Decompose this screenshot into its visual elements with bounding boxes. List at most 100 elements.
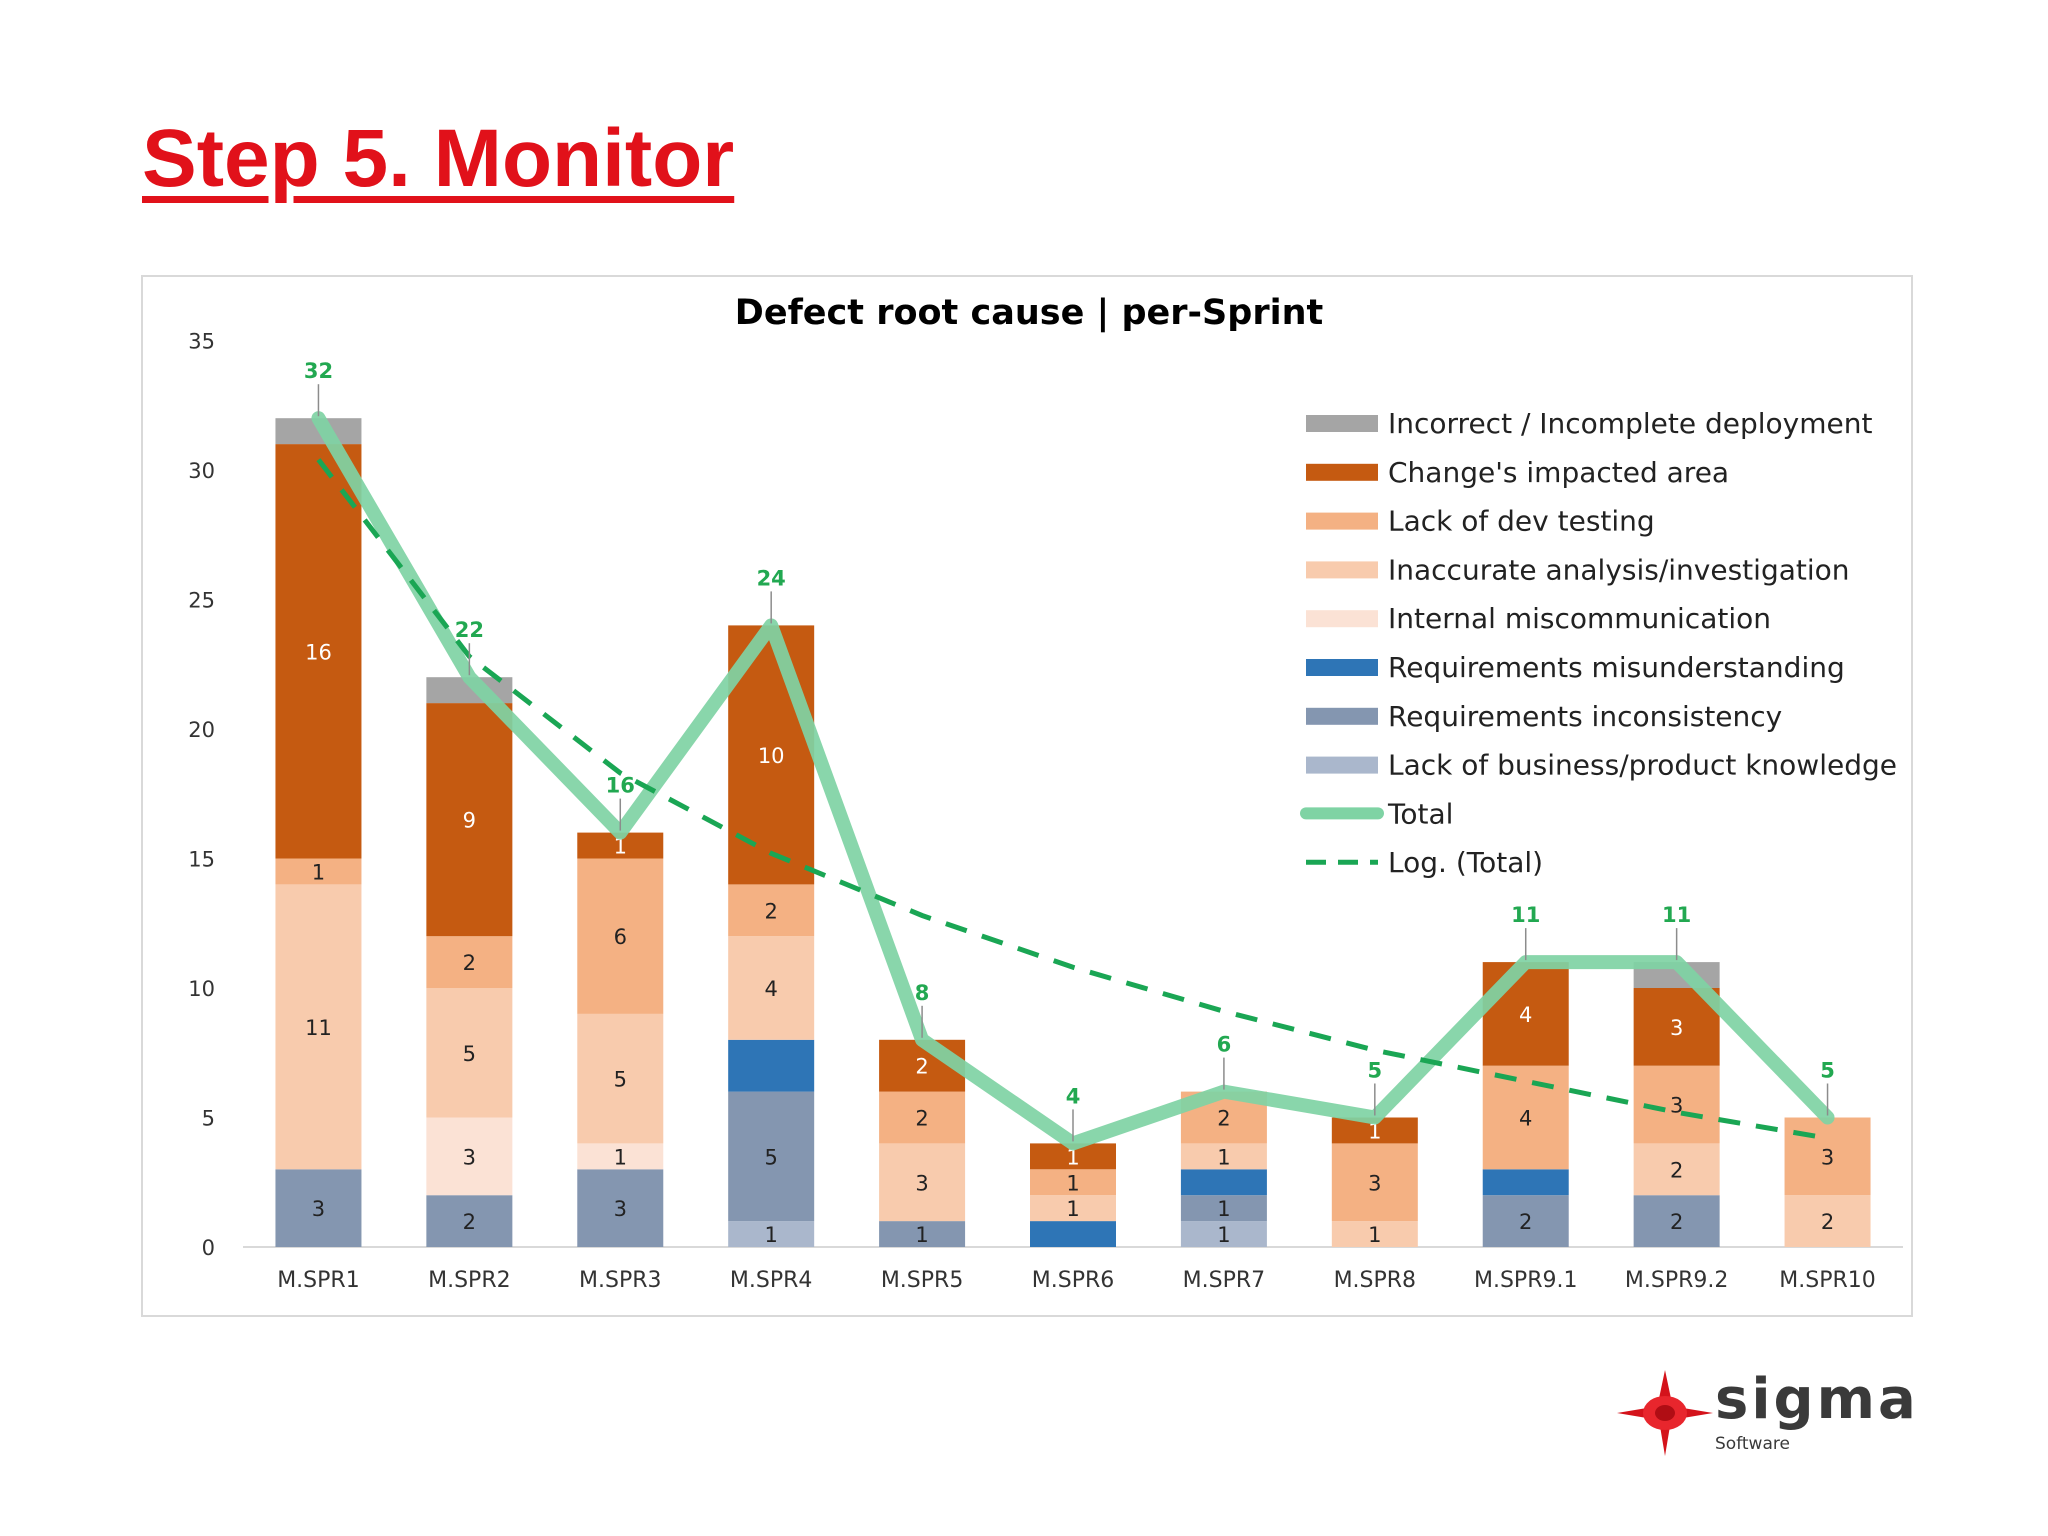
legend-label: Requirements inconsistency [1388,700,1782,733]
legend-label: Lack of dev testing [1388,505,1655,538]
bar-segment [1482,1195,1569,1247]
bar-segment [1482,962,1569,1066]
bar-segment-label: 10 [758,744,785,768]
total-value-label: 24 [757,566,786,590]
bar-segment-label: 1 [915,1223,928,1247]
bar-segment [426,1195,513,1247]
bar-segment-label: 1 [1217,1223,1230,1247]
y-tick-label: 15 [188,848,215,872]
bar-segment-label: 3 [463,1145,476,1169]
bar-segment-label: 1 [1217,1145,1230,1169]
bar-segment-label: 3 [1821,1145,1834,1169]
bar-segment-label: 1 [1368,1223,1381,1247]
legend-label: Log. (Total) [1388,846,1543,879]
total-value-label: 6 [1217,1033,1232,1057]
bar-segment-label: 5 [614,1068,627,1092]
x-tick-label: M.SPR6 [1032,1268,1115,1293]
y-tick-label: 20 [188,718,215,742]
x-tick-label: M.SPR7 [1183,1268,1266,1293]
bar-segment-label: 2 [1821,1210,1834,1234]
bar-segment-label: 3 [1670,1094,1683,1118]
bar-segment-label: 2 [463,951,476,975]
bar-segment [728,1091,815,1222]
total-value-label: 16 [606,774,635,798]
legend-swatch [1306,463,1378,481]
bar-segment [577,1013,664,1144]
bar-segment [728,1221,815,1247]
slide-title: Step 5. Monitor [142,113,735,204]
bar-segment-label: 9 [463,809,476,833]
bar-segment-label: 1 [614,1145,627,1169]
x-tick-label: M.SPR9.2 [1625,1268,1728,1293]
x-tick-label: M.SPR5 [881,1268,964,1293]
total-value-label: 11 [1511,903,1540,927]
bar-segment-label: 2 [1670,1158,1683,1182]
x-tick-label: M.SPR2 [428,1268,511,1293]
total-value-label: 8 [915,981,930,1005]
bar-segment [1180,1221,1267,1247]
logo-subtitle: Software [1715,1434,1790,1454]
bar-segment-label: 2 [1519,1210,1532,1234]
bar-segment-label: 3 [614,1197,627,1221]
total-value-label: 4 [1066,1084,1081,1108]
x-tick-label: M.SPR9.1 [1474,1268,1577,1293]
x-tick-label: M.SPR3 [579,1268,662,1293]
y-tick-label: 25 [188,589,215,613]
x-tick-label: M.SPR10 [1779,1268,1876,1293]
bar-segment-label: 3 [1670,1016,1683,1040]
bar-segment-label: 1 [1066,1145,1079,1169]
x-tick-label: M.SPR1 [277,1268,360,1293]
total-value-label: 5 [1368,1059,1383,1083]
logo-wordmark: sigma [1715,1367,1919,1432]
bar-segment-label: 1 [614,835,627,859]
bar-segment [1331,1143,1418,1222]
legend-swatch [1306,659,1378,676]
bar-segment [577,1143,664,1170]
legend-swatch [1306,610,1378,628]
bar-segment [728,936,815,1040]
bar-segment [1331,1221,1418,1247]
legend-label: Incorrect / Incomplete deployment [1388,407,1872,440]
bar-segment-label: 1 [1368,1119,1381,1143]
bar-segment [577,1169,664,1247]
bar-segment [275,884,362,1170]
bar-segment-label: 6 [614,925,627,949]
bar-segment-label: 3 [915,1171,928,1195]
bar-segment-label: 3 [312,1197,325,1221]
bar-segment-label: 2 [915,1055,928,1079]
bar-segment [1180,1169,1267,1196]
legend-swatch [1306,561,1378,579]
bar-segment [1482,1169,1569,1196]
legend-swatch [1306,512,1378,530]
bar-segment-label: 2 [764,899,777,923]
bar-segment [275,858,362,885]
bar-segment [1482,1065,1569,1170]
legend-label: Inaccurate analysis/investigation [1388,553,1850,586]
bar-segment-label: 1 [764,1223,777,1247]
bar-segment-label: 11 [305,1016,332,1040]
bar-segment [1784,1117,1871,1196]
bar-segment-label: 2 [463,1210,476,1234]
y-tick-label: 10 [188,977,215,1001]
legend-label: Total [1387,797,1453,830]
bar-segment-label: 1 [1066,1197,1079,1221]
bar-segment [1030,1195,1116,1222]
bar-segment-label: 16 [305,640,332,664]
sigma-star-icon [1617,1370,1713,1456]
bar-segment [577,858,664,1014]
y-tick-label: 0 [202,1236,215,1260]
bar-segment-label: 3 [1368,1171,1381,1195]
legend-swatch [1306,756,1378,774]
bar-segment [426,988,513,1118]
total-line [311,411,1835,1151]
bar-segment-label: 2 [1670,1210,1683,1234]
y-tick-label: 5 [202,1107,215,1131]
bar-segment-label: 5 [764,1145,777,1169]
bar-segment [1180,1195,1267,1222]
bar-segment [275,1169,362,1247]
total-value-label: 22 [455,618,484,642]
bar-segment [879,1143,966,1222]
bar-segment [879,1091,966,1144]
chart-frame: Defect root cause | per-Sprint 0 5 10 15 20 2… [141,275,1913,1317]
x-tick-label: M.SPR4 [730,1268,813,1293]
